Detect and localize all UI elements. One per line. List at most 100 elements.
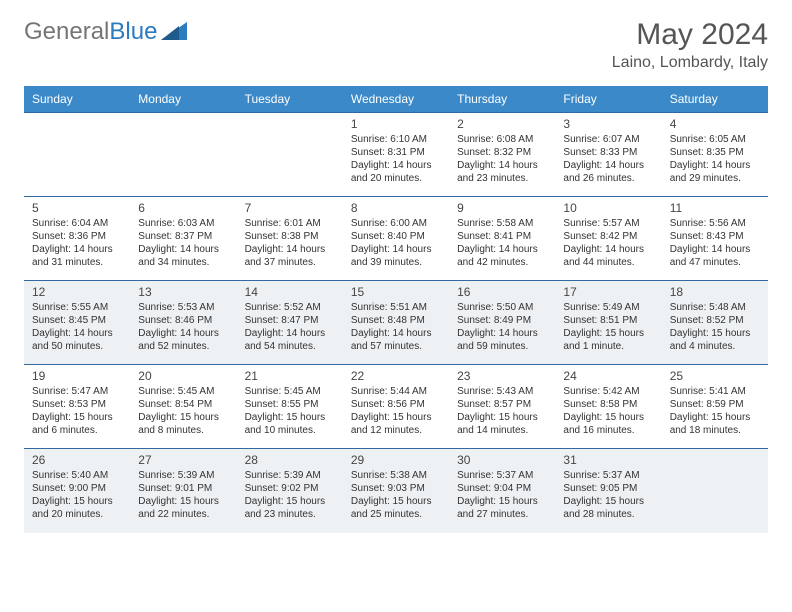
sunrise-text: Sunrise: 5:49 AM xyxy=(563,301,653,314)
day-number: 1 xyxy=(351,117,441,131)
daylight-text: Daylight: 15 hours xyxy=(138,411,228,424)
day-number: 25 xyxy=(670,369,760,383)
calendar-week-row: 26 Sunrise: 5:40 AMSunset: 9:00 PMDayligh… xyxy=(24,449,768,533)
day-number: 2 xyxy=(457,117,547,131)
day-info: Sunrise: 6:08 AMSunset: 8:32 PMDaylight:… xyxy=(457,133,547,185)
sunset-text: Sunset: 8:54 PM xyxy=(138,398,228,411)
daylight-text: and 28 minutes. xyxy=(563,508,653,521)
sunset-text: Sunset: 8:59 PM xyxy=(670,398,760,411)
brand-part2: Blue xyxy=(109,18,157,45)
day-number: 30 xyxy=(457,453,547,467)
brand-triangle-icon xyxy=(161,20,187,45)
sunrise-text: Sunrise: 5:39 AM xyxy=(245,469,335,482)
day-number: 26 xyxy=(32,453,122,467)
day-info: Sunrise: 5:40 AMSunset: 9:00 PMDaylight:… xyxy=(32,469,122,521)
day-number: 7 xyxy=(245,201,335,215)
day-info: Sunrise: 5:56 AMSunset: 8:43 PMDaylight:… xyxy=(670,217,760,269)
sunrise-text: Sunrise: 5:37 AM xyxy=(457,469,547,482)
calendar-cell: 24Sunrise: 5:42 AMSunset: 8:58 PMDayligh… xyxy=(555,365,661,449)
location-text: Laino, Lombardy, Italy xyxy=(612,54,768,72)
daylight-text: and 25 minutes. xyxy=(351,508,441,521)
calendar-cell: 14Sunrise: 5:52 AMSunset: 8:47 PMDayligh… xyxy=(237,281,343,365)
daylight-text: Daylight: 15 hours xyxy=(563,327,653,340)
sunrise-text: Sunrise: 5:48 AM xyxy=(670,301,760,314)
brand-part1: General xyxy=(24,18,109,45)
day-info: Sunrise: 5:58 AMSunset: 8:41 PMDaylight:… xyxy=(457,217,547,269)
sunrise-text: Sunrise: 5:58 AM xyxy=(457,217,547,230)
sunrise-text: Sunrise: 5:57 AM xyxy=(563,217,653,230)
sunrise-text: Sunrise: 5:41 AM xyxy=(670,385,760,398)
sunrise-text: Sunrise: 6:08 AM xyxy=(457,133,547,146)
daylight-text: Daylight: 15 hours xyxy=(138,495,228,508)
sunrise-text: Sunrise: 5:56 AM xyxy=(670,217,760,230)
day-info: Sunrise: 5:39 AMSunset: 9:01 PMDaylight:… xyxy=(138,469,228,521)
sunset-text: Sunset: 8:49 PM xyxy=(457,314,547,327)
sunrise-text: Sunrise: 5:38 AM xyxy=(351,469,441,482)
sunrise-text: Sunrise: 5:45 AM xyxy=(245,385,335,398)
calendar-cell: 3Sunrise: 6:07 AMSunset: 8:33 PMDaylight… xyxy=(555,113,661,197)
day-info: Sunrise: 6:04 AMSunset: 8:36 PMDaylight:… xyxy=(32,217,122,269)
daylight-text: and 12 minutes. xyxy=(351,424,441,437)
daylight-text: Daylight: 15 hours xyxy=(457,411,547,424)
day-number: 13 xyxy=(138,285,228,299)
daylight-text: and 16 minutes. xyxy=(563,424,653,437)
calendar-cell: 9Sunrise: 5:58 AMSunset: 8:41 PMDaylight… xyxy=(449,197,555,281)
sunset-text: Sunset: 8:53 PM xyxy=(32,398,122,411)
sunrise-text: Sunrise: 5:43 AM xyxy=(457,385,547,398)
weekday-header: Sunday xyxy=(24,86,130,113)
daylight-text: and 27 minutes. xyxy=(457,508,547,521)
day-info: Sunrise: 5:37 AMSunset: 9:04 PMDaylight:… xyxy=(457,469,547,521)
calendar-cell: 17Sunrise: 5:49 AMSunset: 8:51 PMDayligh… xyxy=(555,281,661,365)
day-number: 5 xyxy=(32,201,122,215)
daylight-text: and 26 minutes. xyxy=(563,172,653,185)
weekday-header: Monday xyxy=(130,86,236,113)
sunset-text: Sunset: 8:42 PM xyxy=(563,230,653,243)
day-number: 27 xyxy=(138,453,228,467)
sunset-text: Sunset: 8:41 PM xyxy=(457,230,547,243)
sunset-text: Sunset: 8:35 PM xyxy=(670,146,760,159)
day-info: Sunrise: 5:53 AMSunset: 8:46 PMDaylight:… xyxy=(138,301,228,353)
daylight-text: and 47 minutes. xyxy=(670,256,760,269)
calendar-cell: 8Sunrise: 6:00 AMSunset: 8:40 PMDaylight… xyxy=(343,197,449,281)
daylight-text: and 18 minutes. xyxy=(670,424,760,437)
brand-text: GeneralBlue xyxy=(24,18,157,46)
day-number: 16 xyxy=(457,285,547,299)
calendar-cell: 12Sunrise: 5:55 AMSunset: 8:45 PMDayligh… xyxy=(24,281,130,365)
daylight-text: Daylight: 15 hours xyxy=(670,327,760,340)
daylight-text: Daylight: 14 hours xyxy=(32,243,122,256)
day-number: 24 xyxy=(563,369,653,383)
day-number: 20 xyxy=(138,369,228,383)
calendar-cell: 10Sunrise: 5:57 AMSunset: 8:42 PMDayligh… xyxy=(555,197,661,281)
sunset-text: Sunset: 8:52 PM xyxy=(670,314,760,327)
daylight-text: Daylight: 14 hours xyxy=(563,243,653,256)
calendar-cell: 22Sunrise: 5:44 AMSunset: 8:56 PMDayligh… xyxy=(343,365,449,449)
daylight-text: Daylight: 14 hours xyxy=(351,243,441,256)
sunrise-text: Sunrise: 5:47 AM xyxy=(32,385,122,398)
daylight-text: Daylight: 15 hours xyxy=(351,411,441,424)
day-number: 11 xyxy=(670,201,760,215)
sunrise-text: Sunrise: 5:37 AM xyxy=(563,469,653,482)
calendar-cell: 23Sunrise: 5:43 AMSunset: 8:57 PMDayligh… xyxy=(449,365,555,449)
calendar-cell: 16Sunrise: 5:50 AMSunset: 8:49 PMDayligh… xyxy=(449,281,555,365)
calendar-cell: 13 Sunrise: 5:53 AMSunset: 8:46 PMDayligh… xyxy=(130,281,236,365)
calendar-cell: 18Sunrise: 5:48 AMSunset: 8:52 PMDayligh… xyxy=(662,281,768,365)
sunset-text: Sunset: 9:04 PM xyxy=(457,482,547,495)
sunset-text: Sunset: 8:38 PM xyxy=(245,230,335,243)
sunset-text: Sunset: 9:02 PM xyxy=(245,482,335,495)
day-info: Sunrise: 5:38 AMSunset: 9:03 PMDaylight:… xyxy=(351,469,441,521)
daylight-text: Daylight: 15 hours xyxy=(351,495,441,508)
day-info: Sunrise: 5:55 AMSunset: 8:45 PMDaylight:… xyxy=(32,301,122,353)
calendar-cell: 28Sunrise: 5:39 AMSunset: 9:02 PMDayligh… xyxy=(237,449,343,533)
daylight-text: Daylight: 14 hours xyxy=(457,327,547,340)
calendar-cell: 27 Sunrise: 5:39 AMSunset: 9:01 PMDayligh… xyxy=(130,449,236,533)
daylight-text: Daylight: 15 hours xyxy=(32,411,122,424)
calendar-cell: 26 Sunrise: 5:40 AMSunset: 9:00 PMDayligh… xyxy=(24,449,130,533)
daylight-text: Daylight: 15 hours xyxy=(670,411,760,424)
daylight-text: and 4 minutes. xyxy=(670,340,760,353)
day-info: Sunrise: 6:07 AMSunset: 8:33 PMDaylight:… xyxy=(563,133,653,185)
daylight-text: and 10 minutes. xyxy=(245,424,335,437)
day-info: Sunrise: 5:47 AMSunset: 8:53 PMDaylight:… xyxy=(32,385,122,437)
sunrise-text: Sunrise: 5:42 AM xyxy=(563,385,653,398)
calendar-cell: 2 Sunrise: 6:08 AMSunset: 8:32 PMDaylight… xyxy=(449,113,555,197)
sunset-text: Sunset: 8:51 PM xyxy=(563,314,653,327)
